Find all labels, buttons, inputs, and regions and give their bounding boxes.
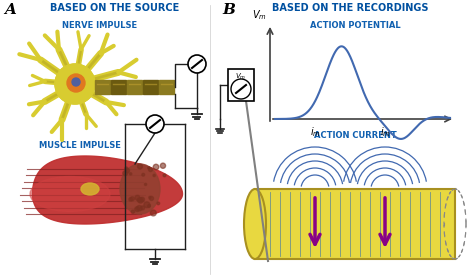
Bar	[127, 80, 142, 94]
Bar	[255, 189, 455, 259]
Circle shape	[148, 168, 153, 172]
Circle shape	[125, 169, 129, 173]
Circle shape	[55, 64, 95, 104]
Circle shape	[138, 198, 143, 203]
Circle shape	[148, 167, 150, 169]
Circle shape	[135, 207, 139, 211]
Circle shape	[147, 205, 150, 208]
Ellipse shape	[30, 177, 110, 211]
Circle shape	[163, 174, 166, 177]
Bar	[159, 80, 174, 94]
Text: NERVE IMPULSE: NERVE IMPULSE	[63, 21, 137, 30]
Circle shape	[130, 197, 135, 201]
FancyBboxPatch shape	[228, 69, 254, 101]
Circle shape	[137, 205, 142, 211]
Ellipse shape	[120, 164, 160, 214]
Circle shape	[160, 163, 165, 168]
Bar	[95, 80, 110, 94]
Circle shape	[153, 174, 155, 177]
Text: $V_m$: $V_m$	[236, 72, 246, 82]
Polygon shape	[33, 156, 182, 224]
Text: MUSCLE IMPULSE: MUSCLE IMPULSE	[39, 141, 121, 150]
Text: $V_m$: $V_m$	[252, 8, 267, 22]
Bar	[143, 80, 158, 94]
Text: B: B	[222, 3, 235, 17]
Circle shape	[137, 198, 141, 202]
Circle shape	[145, 183, 146, 186]
Circle shape	[129, 198, 132, 201]
Text: ACTION CURRENT: ACTION CURRENT	[314, 131, 396, 140]
Circle shape	[125, 167, 128, 170]
Circle shape	[141, 206, 145, 210]
Circle shape	[146, 115, 164, 133]
Circle shape	[131, 210, 135, 213]
Circle shape	[135, 195, 140, 200]
Circle shape	[148, 204, 150, 207]
Bar	[111, 80, 126, 94]
Circle shape	[140, 197, 145, 202]
Text: BASED ON THE SOURCE: BASED ON THE SOURCE	[50, 3, 180, 13]
Circle shape	[67, 74, 85, 92]
Text: $\mathit{i}_m$: $\mathit{i}_m$	[380, 125, 391, 139]
Circle shape	[149, 196, 154, 200]
Circle shape	[123, 171, 128, 176]
Text: BASED ON THE RECORDINGS: BASED ON THE RECORDINGS	[272, 3, 428, 13]
Circle shape	[231, 79, 251, 99]
Circle shape	[149, 196, 151, 199]
Circle shape	[188, 55, 206, 73]
Circle shape	[142, 173, 145, 176]
Text: ACTION POTENTIAL: ACTION POTENTIAL	[310, 21, 401, 30]
Circle shape	[144, 202, 150, 208]
Circle shape	[157, 202, 160, 205]
Text: A: A	[4, 3, 16, 17]
Circle shape	[72, 78, 80, 86]
Circle shape	[150, 210, 156, 216]
Circle shape	[129, 173, 132, 175]
Ellipse shape	[244, 189, 266, 259]
Circle shape	[153, 164, 159, 170]
Circle shape	[55, 64, 95, 104]
Text: $\mathit{i}_m$: $\mathit{i}_m$	[310, 125, 320, 139]
Circle shape	[137, 164, 143, 169]
Ellipse shape	[81, 183, 99, 195]
